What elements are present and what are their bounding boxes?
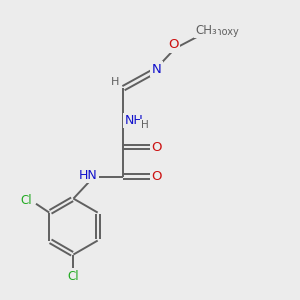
Text: O: O bbox=[168, 38, 179, 51]
Text: CH₃: CH₃ bbox=[195, 24, 217, 37]
Text: H: H bbox=[141, 120, 148, 130]
Text: H: H bbox=[110, 77, 119, 87]
Text: O: O bbox=[151, 170, 162, 183]
Text: Cl: Cl bbox=[21, 194, 32, 207]
Text: HN: HN bbox=[79, 169, 98, 182]
Text: O: O bbox=[151, 141, 162, 154]
Text: N: N bbox=[152, 62, 161, 76]
Text: methoxy: methoxy bbox=[196, 27, 238, 37]
Text: NH: NH bbox=[124, 114, 143, 127]
Text: Cl: Cl bbox=[68, 269, 79, 283]
